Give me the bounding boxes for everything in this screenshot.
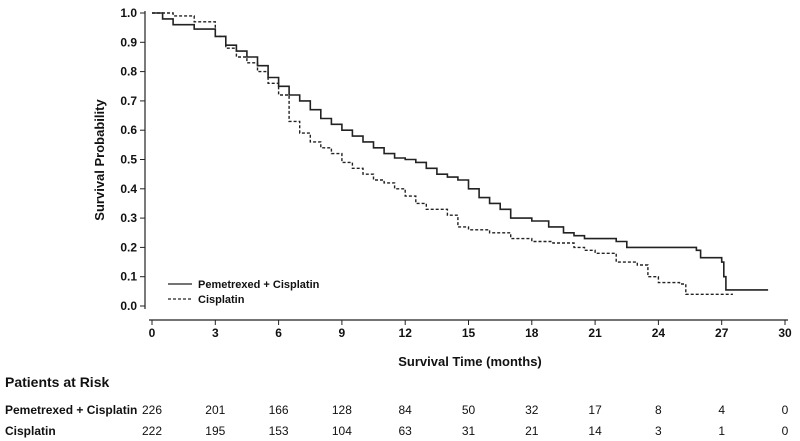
risk-table-title: Patients at Risk bbox=[5, 374, 110, 390]
risk-count: 84 bbox=[398, 403, 412, 417]
risk-count: 50 bbox=[461, 403, 476, 417]
risk-count: 153 bbox=[268, 424, 289, 438]
y-tick-label: 0.8 bbox=[120, 65, 137, 79]
series-line-pemetrexed-cisplatin bbox=[152, 12, 769, 291]
risk-count: 222 bbox=[141, 424, 163, 438]
risk-count: 3 bbox=[655, 424, 662, 438]
y-tick-label: 0.2 bbox=[120, 240, 137, 254]
y-tick-label: 0.9 bbox=[120, 35, 137, 49]
risk-row-label: Cisplatin bbox=[5, 424, 56, 438]
risk-count: 166 bbox=[268, 403, 289, 417]
x-tick-label: 21 bbox=[588, 326, 602, 340]
risk-count: 195 bbox=[205, 424, 226, 438]
x-tick-label: 24 bbox=[652, 326, 666, 340]
x-axis-title: Survival Time (months) bbox=[398, 354, 542, 369]
x-tick-label: 18 bbox=[525, 326, 539, 340]
x-tick-label: 9 bbox=[339, 326, 346, 340]
y-tick-label: 1.0 bbox=[120, 6, 137, 20]
risk-row-label: Pemetrexed + Cisplatin bbox=[5, 403, 138, 417]
risk-count: 21 bbox=[525, 424, 539, 438]
x-tick-label: 6 bbox=[275, 326, 282, 340]
legend: Pemetrexed + Cisplatin Cisplatin bbox=[168, 279, 320, 306]
survival-chart: 0.0 0.1 0.2 0.3 0.4 0.5 0.6 0.7 0.8 0.9 1.0 0 3 6 9 12 1… bbox=[92, 6, 792, 369]
x-tick-label: 27 bbox=[715, 326, 729, 340]
risk-count: 4 bbox=[718, 403, 726, 417]
x-tick-label: 0 bbox=[149, 326, 156, 340]
y-tick-label: 0.3 bbox=[120, 211, 137, 225]
y-tick-label: 0.1 bbox=[120, 270, 137, 284]
y-tick-label: 0.7 bbox=[120, 94, 137, 108]
risk-count: 1 bbox=[718, 424, 726, 438]
risk-count: 31 bbox=[461, 424, 476, 438]
legend-entry: Cisplatin bbox=[198, 294, 245, 306]
y-tick-label: 0.6 bbox=[120, 123, 137, 137]
risk-count: 0 bbox=[781, 424, 789, 438]
series-line-cisplatin bbox=[152, 12, 733, 295]
x-tick-label: 15 bbox=[462, 326, 476, 340]
y-tick-label: 0.0 bbox=[120, 299, 137, 313]
risk-count: 32 bbox=[525, 403, 539, 417]
risk-count: 104 bbox=[331, 424, 352, 438]
risk-count: 17 bbox=[588, 403, 602, 417]
risk-count: 128 bbox=[331, 403, 352, 417]
risk-count: 226 bbox=[141, 403, 163, 417]
series-layer bbox=[152, 12, 769, 295]
y-axis-title: Survival Probability bbox=[92, 99, 107, 221]
x-tick-label: 3 bbox=[212, 326, 219, 340]
risk-count: 201 bbox=[205, 403, 226, 417]
risk-count: 0 bbox=[781, 403, 789, 417]
x-tick-label: 30 bbox=[778, 326, 792, 340]
risk-count: 14 bbox=[588, 424, 602, 438]
axes: 0.0 0.1 0.2 0.3 0.4 0.5 0.6 0.7 0.8 0.9 1.0 0 3 6 9 12 1… bbox=[120, 6, 792, 340]
risk-count: 63 bbox=[398, 424, 412, 438]
y-tick-label: 0.5 bbox=[120, 153, 137, 167]
risk-count: 8 bbox=[655, 403, 662, 417]
y-tick-label: 0.4 bbox=[120, 182, 137, 196]
x-tick-label: 12 bbox=[399, 326, 413, 340]
legend-entry: Pemetrexed + Cisplatin bbox=[198, 279, 320, 291]
